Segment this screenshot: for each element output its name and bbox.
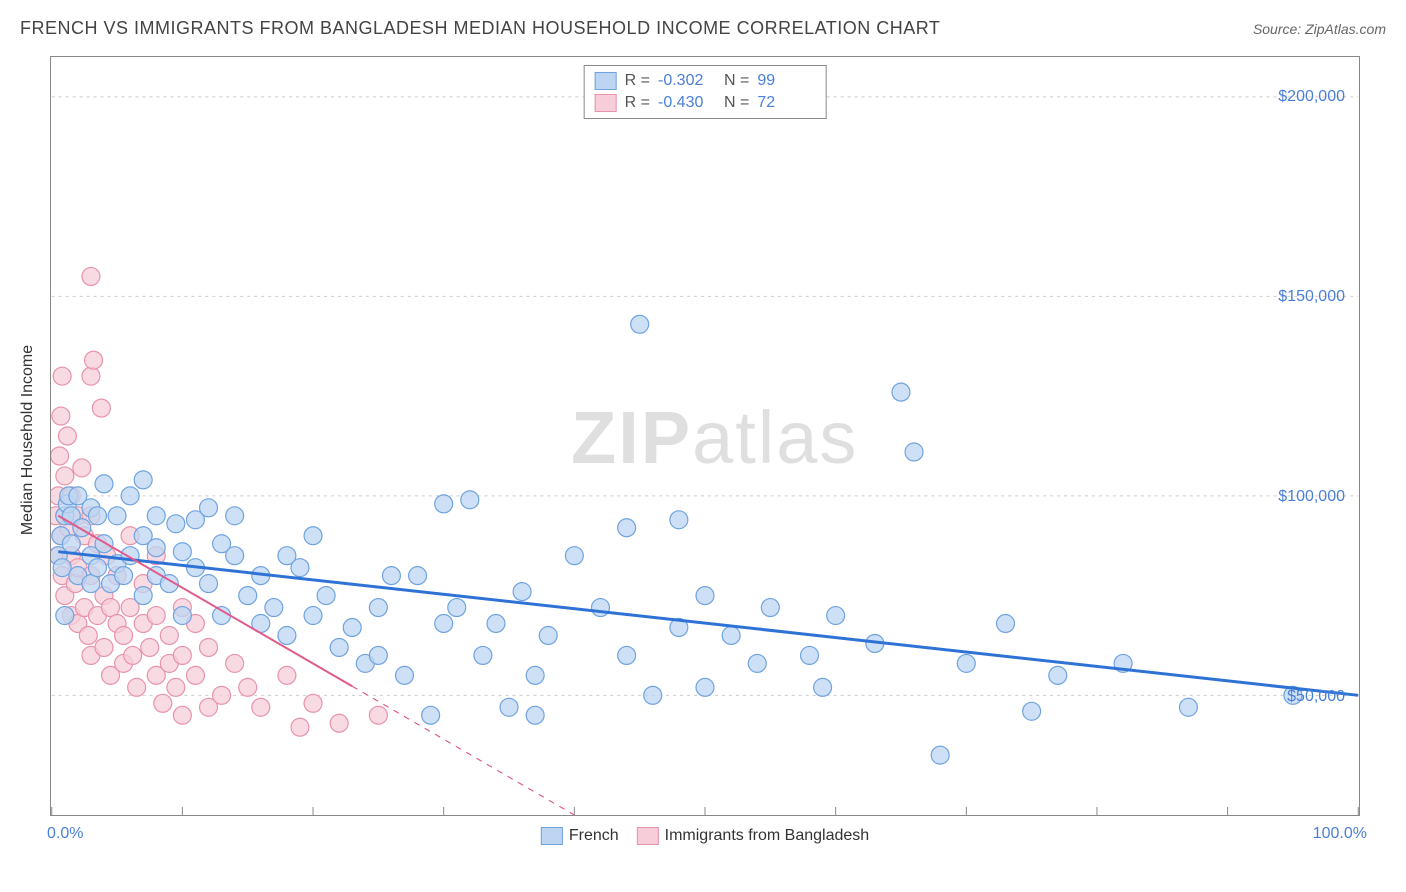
y-tick-label: $150,000: [1278, 288, 1345, 306]
series-legend: French Immigrants from Bangladesh: [541, 827, 869, 845]
legend-swatch-blue: [595, 72, 617, 90]
blue-n-value: 99: [757, 72, 815, 90]
blue-r-value: -0.302: [658, 72, 716, 90]
y-axis-label: Median Household Income: [19, 345, 37, 535]
chart-plot-area: ZIPatlas R = -0.302 N = 99 R = -0.430 N …: [50, 56, 1360, 816]
y-tick-label: $100,000: [1278, 488, 1345, 506]
y-tick-label: $200,000: [1278, 88, 1345, 106]
legend-row-pink: R = -0.430 N = 72: [595, 92, 816, 114]
watermark-text: ZIPatlas: [571, 395, 858, 480]
chart-title: FRENCH VS IMMIGRANTS FROM BANGLADESH MED…: [20, 18, 940, 39]
y-tick-label: $50,000: [1287, 688, 1345, 706]
correlation-legend: R = -0.302 N = 99 R = -0.430 N = 72: [584, 65, 827, 119]
legend-swatch-blue-icon: [541, 827, 563, 845]
pink-n-value: 72: [757, 94, 815, 112]
x-tick-max: 100.0%: [1313, 825, 1367, 843]
legend-swatch-pink-icon: [637, 827, 659, 845]
legend-item-pink: Immigrants from Bangladesh: [637, 827, 870, 845]
x-tick-min: 0.0%: [47, 825, 83, 843]
legend-item-blue: French: [541, 827, 619, 845]
legend-swatch-pink: [595, 94, 617, 112]
source-attribution: Source: ZipAtlas.com: [1253, 21, 1386, 37]
legend-row-blue: R = -0.302 N = 99: [595, 70, 816, 92]
pink-r-value: -0.430: [658, 94, 716, 112]
